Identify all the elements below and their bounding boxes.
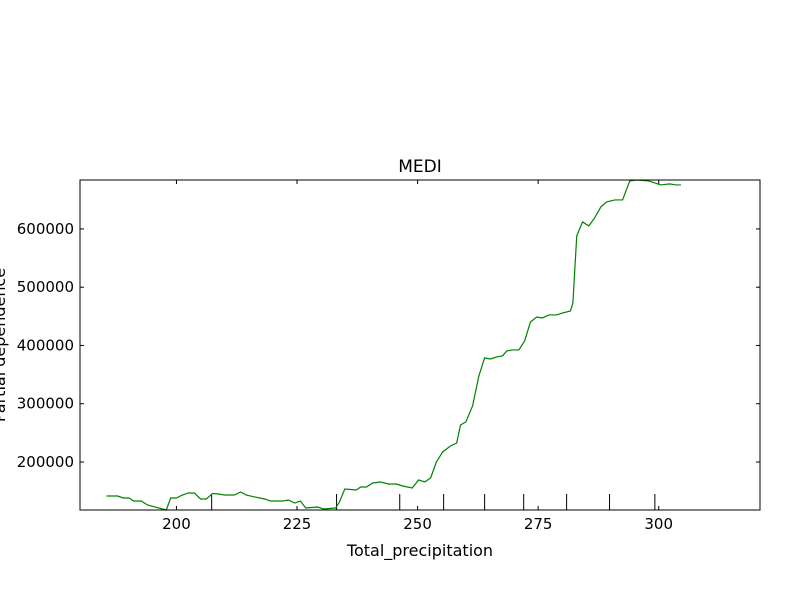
data-line: [106, 179, 681, 511]
y-tick-label: 300000: [17, 395, 74, 413]
x-tick-label: 200: [162, 515, 191, 533]
x-tick-label: 300: [644, 515, 673, 533]
y-axis-label: Partial dependence: [0, 268, 9, 422]
y-tick-label: 400000: [17, 336, 74, 354]
x-tick-label: 275: [524, 515, 553, 533]
x-tick-label: 225: [283, 515, 312, 533]
y-tick-label: 200000: [17, 453, 74, 471]
chart-title: MEDI: [398, 157, 442, 177]
y-tick-label: 500000: [17, 278, 74, 296]
plot-frame: [79, 179, 761, 511]
x-tick-label: 250: [403, 515, 432, 533]
y-tick-label: 600000: [17, 220, 74, 238]
x-axis-label: Total_precipitation: [346, 541, 493, 561]
